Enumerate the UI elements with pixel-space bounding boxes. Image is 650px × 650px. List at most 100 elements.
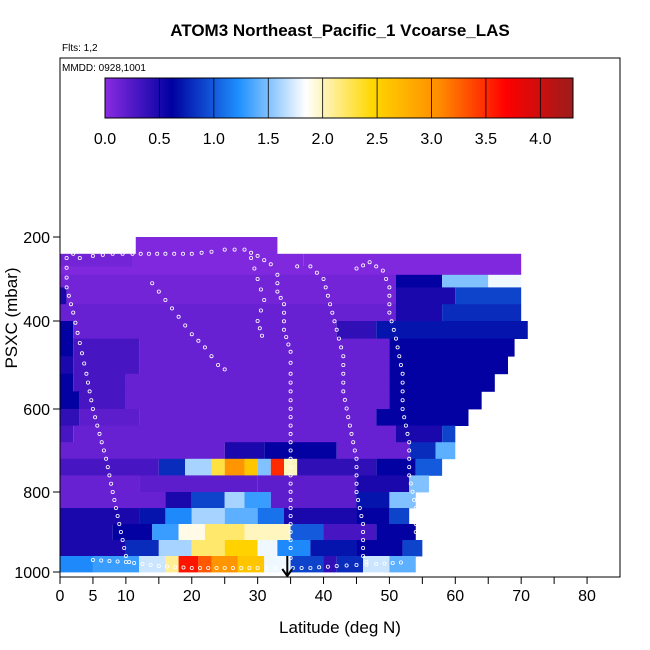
- heatmap-cell: [92, 556, 140, 573]
- heatmap-cell: [237, 556, 265, 573]
- track-point: [275, 289, 280, 294]
- heatmap-cell: [60, 425, 74, 443]
- track-point: [281, 327, 286, 332]
- track-point: [115, 559, 120, 564]
- track-point: [288, 556, 293, 561]
- heatmap-cell: [442, 274, 489, 288]
- track-point: [408, 481, 413, 486]
- track-point: [361, 530, 366, 535]
- heatmap-cell: [389, 356, 508, 375]
- heatmap-cell: [60, 321, 74, 339]
- track-point: [288, 546, 293, 551]
- heatmap-cell: [73, 373, 126, 392]
- heatmap-cell: [376, 321, 528, 339]
- track-point: [90, 558, 95, 563]
- track-point: [382, 561, 387, 566]
- track-point: [413, 530, 418, 535]
- track-point: [163, 251, 168, 256]
- heatmap-cell: [60, 508, 140, 525]
- track-point: [123, 560, 128, 565]
- track-point: [361, 554, 366, 559]
- heatmap-cell: [60, 556, 93, 573]
- track-point: [288, 406, 293, 411]
- track-point: [502, 244, 507, 249]
- track-point: [364, 562, 369, 567]
- track-point: [321, 276, 326, 281]
- heatmap-cell: [389, 373, 495, 392]
- heatmap-cell: [191, 540, 225, 557]
- track-point: [148, 563, 153, 568]
- track-point: [288, 497, 293, 502]
- colorbar-tick-label: 2.0: [312, 131, 334, 148]
- track-point: [288, 505, 293, 510]
- track-point: [120, 538, 125, 543]
- track-point: [110, 251, 115, 256]
- heatmap-cell: [224, 492, 245, 509]
- x-axis: 0 5 10 20 30 40 50 60 70 80: [56, 577, 596, 605]
- track-point: [390, 561, 395, 566]
- heatmap-cell: [60, 274, 396, 288]
- track-point: [82, 361, 87, 366]
- track-point: [84, 371, 89, 376]
- heatmap-cell: [402, 540, 423, 557]
- heatmap-cell: [165, 508, 192, 525]
- track-point: [400, 371, 405, 376]
- track-point: [349, 431, 354, 436]
- heatmap-cell: [125, 540, 159, 557]
- heatmap-cell: [270, 458, 284, 476]
- track-point: [361, 263, 366, 268]
- track-point: [64, 255, 69, 260]
- track-point: [230, 566, 235, 571]
- track-point: [347, 423, 352, 428]
- track-point: [407, 473, 412, 478]
- track-point: [87, 389, 92, 394]
- heatmap-cell: [165, 492, 192, 509]
- heatmap-cell: [442, 425, 456, 443]
- heatmap-cell: [376, 409, 469, 426]
- heatmap-cell: [389, 508, 410, 525]
- track-point: [387, 302, 392, 307]
- track-point: [275, 281, 280, 286]
- heatmap-cell: [139, 409, 377, 426]
- heatmap-cell: [336, 321, 377, 339]
- track-point: [356, 497, 361, 502]
- track-point: [110, 489, 115, 494]
- track-point: [288, 423, 293, 428]
- track-point: [262, 258, 267, 263]
- chart-title: ATOM3 Northeast_Pacific_1 Vcoarse_LAS: [170, 21, 510, 40]
- track-point: [123, 554, 128, 559]
- heatmap-cell: [257, 458, 271, 476]
- track-point: [109, 481, 114, 486]
- heatmap-cell: [290, 556, 324, 573]
- track-point: [107, 559, 112, 564]
- heatmap-cell: [152, 524, 179, 541]
- track-point: [275, 272, 280, 277]
- heatmap-cell: [389, 492, 416, 509]
- track-point: [341, 380, 346, 385]
- track-point: [317, 565, 322, 570]
- heatmap-cell: [79, 391, 126, 410]
- track-point: [288, 448, 293, 453]
- track-point: [249, 255, 254, 260]
- heatmap-cell: [224, 508, 258, 525]
- heatmap-cell: [178, 556, 199, 573]
- track-point: [308, 566, 313, 571]
- heatmap-cell: [257, 540, 278, 557]
- track-point: [461, 244, 466, 249]
- track-point: [104, 456, 109, 461]
- heatmap-cell: [376, 524, 416, 541]
- track-point: [93, 415, 98, 420]
- track-point: [196, 338, 201, 343]
- heatmap-cell: [211, 458, 225, 476]
- heatmap-cell: [356, 492, 390, 509]
- track-point: [400, 398, 405, 403]
- heatmap-cell: [178, 524, 205, 541]
- track-point: [176, 314, 181, 319]
- track-point: [262, 297, 267, 302]
- track-point: [183, 323, 188, 328]
- heatmap-cell: [488, 274, 522, 288]
- colorbar-tick-label: 1.0: [203, 131, 225, 148]
- track-point: [288, 456, 293, 461]
- track-point: [354, 473, 359, 478]
